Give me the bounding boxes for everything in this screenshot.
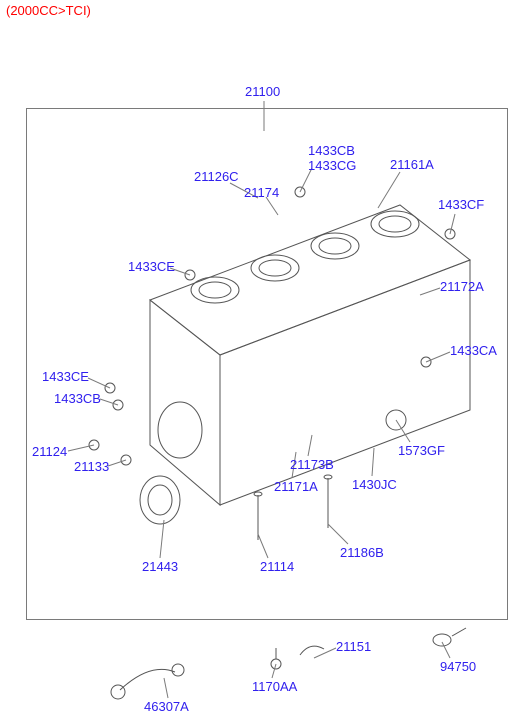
callout-94750: 94750 xyxy=(440,660,476,674)
callout-1433CE-bot: 1433CE xyxy=(42,370,89,384)
callout-21126C: 21126C xyxy=(194,170,239,184)
callout-1433CB-bot: 1433CB xyxy=(54,392,101,406)
callout-21133: 21133 xyxy=(74,460,109,474)
callout-21172A: 21172A xyxy=(440,280,484,294)
callout-21151: 21151 xyxy=(336,640,371,654)
callout-21173B: 21173B xyxy=(290,458,334,472)
callout-1430JC: 1430JC xyxy=(352,478,397,492)
callout-21171A: 21171A xyxy=(274,480,318,494)
callout-21443: 21443 xyxy=(142,560,178,574)
callout-1170AA: 1170AA xyxy=(252,680,297,694)
callout-1573GF: 1573GF xyxy=(398,444,445,458)
callout-1433CE-top: 1433CE xyxy=(128,260,175,274)
callout-1433CG: 1433CG xyxy=(308,159,356,173)
diagram-canvas: (2000CC>TCI) 21100 1433CB 1433CG 21126C … xyxy=(0,0,532,727)
callout-46307A: 46307A xyxy=(144,700,189,714)
main-part-number: 21100 xyxy=(245,85,280,99)
callout-1433CA: 1433CA xyxy=(450,344,497,358)
callout-21186B: 21186B xyxy=(340,546,384,560)
callout-1433CF: 1433CF xyxy=(438,198,484,212)
callout-1433CB-top: 1433CB xyxy=(308,144,355,158)
callout-21124: 21124 xyxy=(32,445,67,459)
callout-21174: 21174 xyxy=(244,186,279,200)
callout-21114: 21114 xyxy=(260,560,294,574)
variant-title: (2000CC>TCI) xyxy=(6,4,91,18)
callout-21161A: 21161A xyxy=(390,158,434,172)
